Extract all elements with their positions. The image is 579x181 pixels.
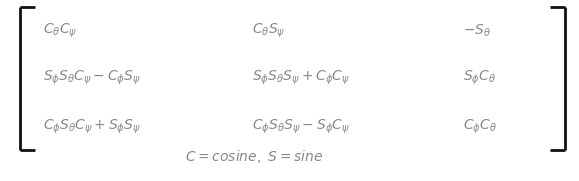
Text: $C_{\theta}C_{\psi}$: $C_{\theta}C_{\psi}$ — [43, 22, 78, 40]
Text: $S_{\phi}S_{\theta}S_{\psi}+C_{\phi}C_{\psi}$: $S_{\phi}S_{\theta}S_{\psi}+C_{\phi}C_{\… — [252, 69, 350, 87]
Text: $C_{\theta}S_{\psi}$: $C_{\theta}S_{\psi}$ — [252, 22, 285, 40]
Text: $S_{\phi}S_{\theta}C_{\psi}-C_{\phi}S_{\psi}$: $S_{\phi}S_{\theta}C_{\psi}-C_{\phi}S_{\… — [43, 69, 142, 87]
Text: $C_{\phi}S_{\theta}S_{\psi}-S_{\phi}C_{\psi}$: $C_{\phi}S_{\theta}S_{\psi}-S_{\phi}C_{\… — [252, 117, 350, 136]
Text: $C = cosine,\ S = sine$: $C = cosine,\ S = sine$ — [185, 148, 324, 165]
Text: $C_{\phi}S_{\theta}C_{\psi}+S_{\phi}S_{\psi}$: $C_{\phi}S_{\theta}C_{\psi}+S_{\phi}S_{\… — [43, 117, 142, 136]
Text: $S_{\phi}C_{\theta}$: $S_{\phi}C_{\theta}$ — [463, 69, 496, 87]
Text: $-S_{\theta}$: $-S_{\theta}$ — [463, 23, 492, 39]
Text: $C_{\phi}C_{\theta}$: $C_{\phi}C_{\theta}$ — [463, 117, 497, 136]
